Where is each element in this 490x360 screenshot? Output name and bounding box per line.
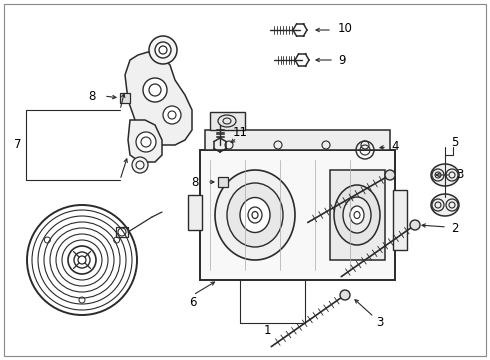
- Text: 8: 8: [88, 90, 96, 103]
- Ellipse shape: [215, 170, 295, 260]
- Ellipse shape: [350, 206, 364, 224]
- Polygon shape: [128, 120, 162, 162]
- Ellipse shape: [431, 194, 459, 216]
- Ellipse shape: [240, 198, 270, 233]
- Text: 6: 6: [189, 297, 197, 310]
- Circle shape: [163, 106, 181, 124]
- Ellipse shape: [227, 183, 283, 247]
- Bar: [116, 227, 128, 237]
- Circle shape: [136, 132, 156, 152]
- Text: 1: 1: [263, 324, 271, 337]
- Ellipse shape: [334, 185, 380, 245]
- Circle shape: [149, 36, 177, 64]
- Circle shape: [410, 220, 420, 230]
- Text: 10: 10: [338, 22, 352, 35]
- Text: 7: 7: [14, 139, 22, 152]
- Circle shape: [132, 157, 148, 173]
- Bar: [210, 112, 245, 130]
- Text: 2: 2: [451, 221, 459, 234]
- Circle shape: [143, 78, 167, 102]
- Circle shape: [155, 42, 171, 58]
- Text: 4: 4: [391, 140, 399, 153]
- Bar: [120, 93, 130, 103]
- Bar: [200, 150, 395, 280]
- Bar: [393, 190, 407, 250]
- Polygon shape: [125, 52, 192, 145]
- Text: 9: 9: [338, 54, 346, 67]
- Ellipse shape: [431, 164, 459, 186]
- Bar: [188, 195, 202, 230]
- Text: 11: 11: [232, 126, 247, 139]
- Text: 3: 3: [456, 168, 464, 181]
- Bar: [218, 177, 228, 187]
- Bar: [330, 170, 385, 260]
- Ellipse shape: [343, 197, 371, 233]
- Circle shape: [340, 290, 350, 300]
- Bar: [205, 130, 390, 150]
- Text: 5: 5: [451, 135, 459, 148]
- Text: 3: 3: [376, 315, 384, 328]
- Circle shape: [385, 170, 395, 180]
- Text: 8: 8: [191, 175, 198, 189]
